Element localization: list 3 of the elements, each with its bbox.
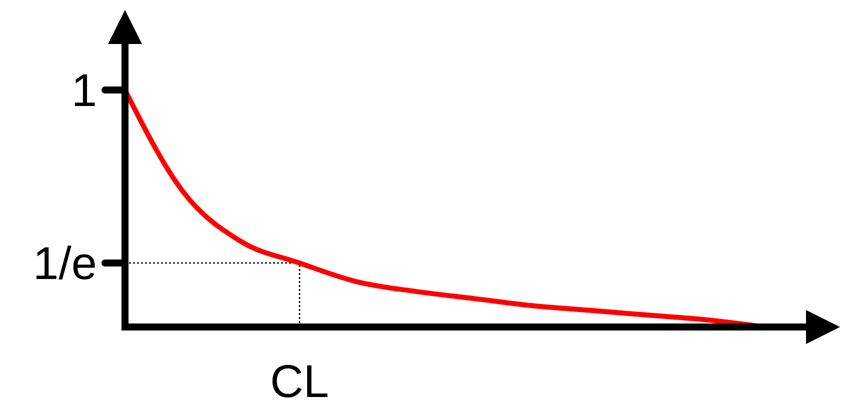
text: 1 xyxy=(71,64,97,116)
ref-line-label: 1/e xyxy=(33,237,97,290)
text: CL xyxy=(270,355,329,407)
